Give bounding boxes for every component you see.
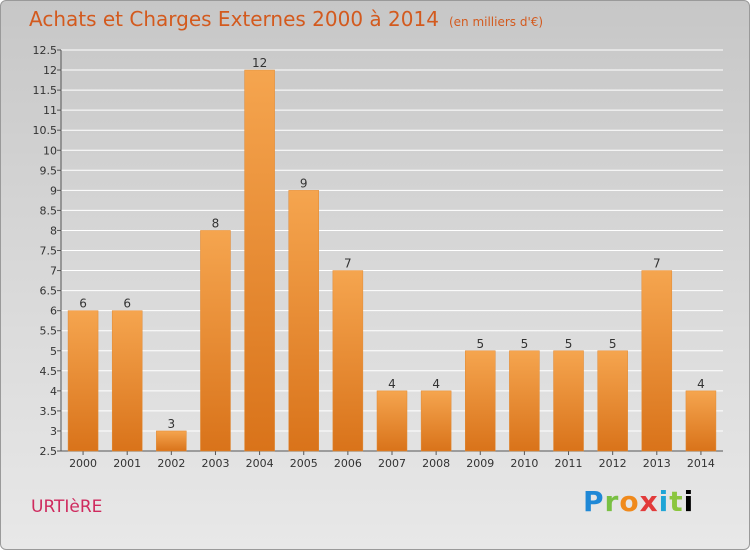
bar bbox=[420, 390, 452, 452]
bar bbox=[509, 350, 540, 452]
bar-value-label: 5 bbox=[565, 337, 573, 351]
y-tick-label: 7.5 bbox=[40, 245, 58, 258]
logo-letter: t bbox=[669, 485, 684, 518]
y-tick-label: 9.5 bbox=[40, 164, 58, 177]
bar-value-label: 5 bbox=[476, 337, 484, 351]
y-tick-label: 7 bbox=[50, 265, 57, 278]
bar-value-label: 7 bbox=[344, 257, 352, 271]
bar-value-label: 6 bbox=[123, 297, 131, 311]
bar bbox=[111, 310, 143, 452]
y-tick-label: 12 bbox=[43, 64, 57, 77]
proxiti-logo[interactable]: Proxiti bbox=[583, 485, 694, 518]
y-tick-label: 9 bbox=[50, 184, 57, 197]
y-tick-label: 12.5 bbox=[33, 44, 58, 57]
chart-unit: (en milliers d'€) bbox=[448, 15, 544, 29]
y-tick-label: 3.5 bbox=[40, 405, 58, 418]
bar bbox=[156, 430, 187, 452]
bar bbox=[332, 270, 364, 452]
logo-letter: P bbox=[583, 485, 605, 518]
x-tick-label: 2009 bbox=[466, 457, 494, 470]
bar-value-label: 8 bbox=[212, 216, 220, 230]
y-tick-label: 8.5 bbox=[40, 204, 58, 217]
y-tick-label: 2.5 bbox=[40, 445, 58, 458]
y-tick-label: 11.5 bbox=[33, 84, 58, 97]
x-tick-label: 2000 bbox=[69, 457, 97, 470]
y-tick-label: 8 bbox=[50, 224, 57, 237]
bar bbox=[200, 230, 231, 452]
y-tick-label: 10.5 bbox=[33, 124, 58, 137]
y-tick-label: 6 bbox=[50, 305, 57, 318]
bar-value-label: 4 bbox=[697, 377, 705, 391]
bar bbox=[67, 310, 99, 452]
x-tick-label: 2002 bbox=[157, 457, 185, 470]
bar bbox=[376, 390, 408, 452]
y-tick-label: 11 bbox=[43, 104, 57, 117]
town-name: URTIèRE bbox=[31, 497, 103, 517]
bar-value-label: 6 bbox=[79, 297, 87, 311]
logo-letter: r bbox=[604, 485, 620, 518]
bar bbox=[288, 190, 319, 452]
bar bbox=[685, 390, 717, 452]
bar-value-label: 5 bbox=[609, 337, 617, 351]
chart-title: Achats et Charges Externes 2000 à 2014 (e… bbox=[29, 7, 543, 31]
bar bbox=[641, 270, 673, 452]
x-tick-label: 2013 bbox=[643, 457, 671, 470]
bar-value-label: 9 bbox=[300, 176, 308, 190]
bar bbox=[244, 69, 275, 452]
bar-value-label: 12 bbox=[252, 56, 267, 70]
bar-value-label: 5 bbox=[521, 337, 529, 351]
logo-letter: i bbox=[683, 485, 695, 518]
logo-letter: i bbox=[658, 485, 670, 518]
x-tick-label: 2004 bbox=[246, 457, 274, 470]
bar bbox=[465, 350, 496, 452]
chart-title-text: Achats et Charges Externes 2000 à 2014 bbox=[29, 7, 439, 31]
x-tick-label: 2003 bbox=[201, 457, 229, 470]
labels: 2.5 3 3.5 4 4.5 5 5.5 6 6.5 7 7.5 8 8.5 9 9.5 10 10.5 11 1… bbox=[33, 44, 715, 470]
x-tick-label: 2001 bbox=[113, 457, 141, 470]
bar-value-label: 3 bbox=[168, 417, 176, 431]
x-tick-label: 2014 bbox=[687, 457, 715, 470]
bar bbox=[597, 350, 628, 452]
y-tick-label: 5.5 bbox=[40, 325, 58, 338]
y-tick-label: 5 bbox=[50, 345, 57, 358]
x-tick-label: 2007 bbox=[378, 457, 406, 470]
y-tick-label: 4.5 bbox=[40, 365, 58, 378]
y-tick-label: 6.5 bbox=[40, 285, 58, 298]
logo-letter: o bbox=[619, 485, 640, 518]
y-tick-label: 3 bbox=[50, 425, 57, 438]
bar bbox=[553, 350, 584, 452]
bars bbox=[67, 69, 717, 452]
bar-value-label: 4 bbox=[432, 377, 440, 391]
logo-letter: x bbox=[639, 485, 659, 518]
x-tick-label: 2006 bbox=[334, 457, 362, 470]
y-tick-label: 10 bbox=[43, 144, 57, 157]
bar-value-label: 7 bbox=[653, 257, 661, 271]
x-tick-label: 2005 bbox=[290, 457, 318, 470]
x-tick-label: 2008 bbox=[422, 457, 450, 470]
x-tick-label: 2010 bbox=[510, 457, 538, 470]
x-tick-label: 2011 bbox=[555, 457, 583, 470]
x-tick-label: 2012 bbox=[599, 457, 627, 470]
bar-value-label: 4 bbox=[388, 377, 396, 391]
y-tick-label: 4 bbox=[50, 385, 57, 398]
